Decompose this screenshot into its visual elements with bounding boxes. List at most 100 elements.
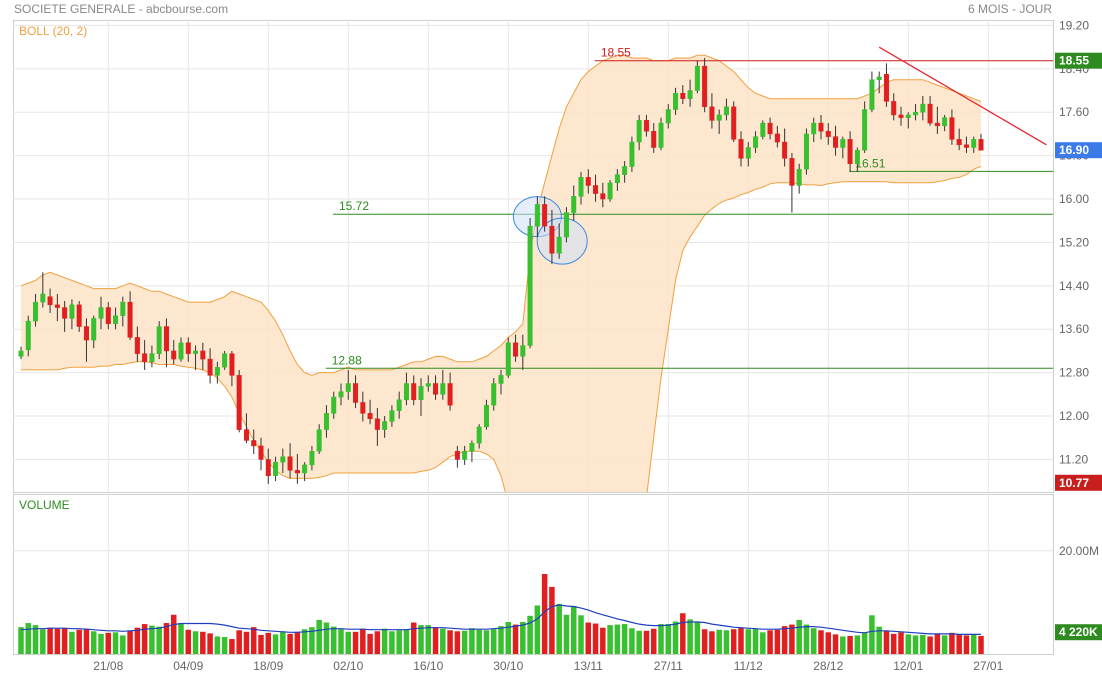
candle-down	[294, 470, 300, 474]
volume-bar	[345, 631, 352, 654]
candle-up	[673, 92, 679, 110]
candle-up	[280, 456, 286, 463]
candle-down	[883, 74, 889, 102]
candle-up	[527, 225, 533, 346]
candle-up	[40, 293, 46, 303]
candle-down	[353, 383, 359, 403]
volume-bar	[323, 622, 330, 654]
volume-bar	[287, 633, 293, 654]
volume-bar	[723, 630, 730, 654]
volume-bar	[185, 629, 192, 654]
volume-bar	[403, 629, 410, 654]
candle-down	[185, 342, 191, 354]
volume-bar	[760, 632, 766, 654]
volume-bar	[243, 631, 250, 654]
candle-up	[25, 320, 31, 351]
candle-up	[796, 168, 802, 186]
candle-up	[869, 79, 875, 110]
volume-bar	[534, 605, 541, 654]
candle-up	[462, 451, 468, 460]
volume-bar	[672, 621, 679, 654]
volume-bar	[920, 634, 926, 654]
candle-up	[302, 464, 308, 474]
candle-down	[287, 456, 293, 471]
candle-up	[69, 304, 75, 319]
candle-up	[469, 442, 475, 452]
candle-up	[607, 182, 613, 200]
candle-down	[789, 158, 795, 186]
volume-bar	[563, 614, 570, 654]
volume-bar	[207, 633, 213, 654]
x-tick-label: 28/12	[813, 659, 843, 673]
volume-bar	[469, 628, 475, 654]
volume-bar	[825, 632, 832, 654]
candle-down	[898, 114, 904, 118]
candle-down	[76, 304, 82, 327]
volume-bar	[570, 606, 577, 654]
volume-tag	[1055, 624, 1102, 641]
candle-down	[709, 106, 715, 121]
candle-up	[403, 383, 409, 401]
volume-bar	[869, 615, 875, 654]
volume-bar	[25, 623, 32, 654]
volume-bar	[556, 603, 562, 654]
volume-bar	[730, 629, 737, 654]
price-tag	[1055, 142, 1102, 159]
bollinger-upper-line	[20, 54, 982, 376]
volume-bar	[549, 586, 555, 654]
level-label: 12.88	[332, 353, 362, 367]
candle-down	[258, 445, 264, 460]
volume-bar	[941, 635, 948, 654]
candle-up	[491, 383, 497, 406]
candle-up	[309, 451, 315, 466]
candle-down	[360, 402, 366, 414]
candle-up	[571, 196, 577, 213]
volume-bar	[912, 635, 919, 654]
candle-down	[934, 122, 940, 127]
candle-down	[433, 383, 439, 395]
volume-bar	[716, 629, 722, 654]
volume-bar	[316, 619, 322, 654]
candle-down	[978, 139, 984, 151]
volume-bar	[527, 615, 533, 654]
candle-up	[854, 149, 860, 165]
candle-up	[913, 111, 919, 116]
volume-bar	[141, 624, 148, 654]
volume-bar	[396, 630, 402, 654]
candle-up	[425, 383, 431, 387]
candle-down	[542, 204, 548, 227]
candle-up	[840, 139, 846, 148]
candle-down	[447, 383, 453, 406]
candle-down	[680, 92, 686, 99]
candle-up	[716, 114, 722, 121]
candle-up	[658, 122, 664, 148]
volume-bar	[461, 630, 468, 654]
x-tick-label: 27/01	[973, 659, 1003, 673]
candle-up	[942, 117, 948, 127]
volume-bar	[338, 629, 344, 654]
volume-bar	[578, 615, 584, 654]
volume-bar	[694, 622, 701, 654]
volume-bar	[32, 625, 39, 654]
price-tick-label: 14.40	[1059, 279, 1089, 293]
candle-down	[513, 342, 519, 357]
volume-bar	[665, 624, 672, 654]
candle-up	[389, 410, 395, 422]
candle-down	[229, 353, 235, 376]
candle-up	[753, 136, 759, 148]
volume-bar	[454, 631, 461, 654]
volume-bar	[541, 574, 548, 654]
x-tick-label: 18/09	[253, 659, 283, 673]
candle-down	[134, 337, 140, 354]
volume-bar	[687, 619, 693, 654]
level-label: 15.72	[339, 199, 369, 213]
price-tag-label: 10.77	[1059, 476, 1089, 490]
candle-up	[193, 350, 199, 354]
candle-up	[98, 307, 104, 319]
volume-bar	[832, 634, 839, 654]
volume-bar	[163, 623, 170, 654]
volume-bar	[614, 624, 621, 654]
candle-down	[265, 459, 271, 476]
volume-bar	[970, 633, 977, 654]
